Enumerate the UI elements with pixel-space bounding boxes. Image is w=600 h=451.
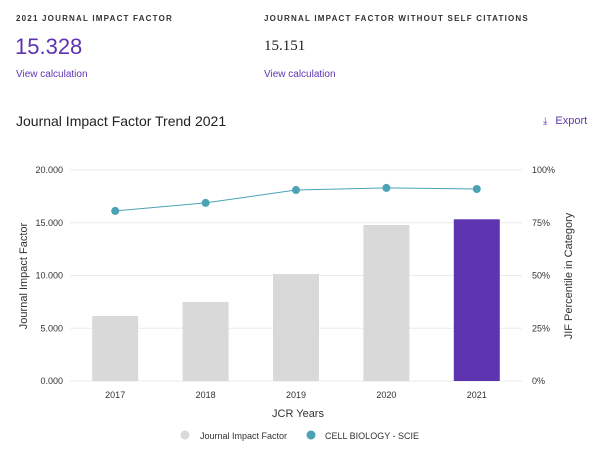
y2-tick-label: 100% — [532, 165, 555, 175]
jif-no-self-value: 15.151 — [264, 38, 306, 54]
bar-2018 — [182, 301, 229, 381]
jif-value: 15.328 — [15, 34, 83, 59]
export-button[interactable]: ⤓ Export — [543, 115, 587, 127]
y2-tick-label: 0% — [532, 376, 545, 386]
x-tick-label: 2018 — [196, 390, 216, 400]
x-tick-label: 2020 — [376, 390, 396, 400]
percentile-point-2021 — [472, 184, 481, 193]
percentile-point-2018 — [201, 198, 210, 207]
legend-bar-marker — [180, 430, 190, 440]
percentile-point-2019 — [292, 186, 300, 195]
legend-line-label: CELL BIOLOGY - SCIE — [325, 431, 419, 441]
y-axis-label: Journal Impact Factor — [18, 222, 30, 329]
x-axis-label: JCR Years — [272, 408, 324, 420]
y-tick-label: 5.000 — [40, 323, 63, 333]
export-label: Export — [555, 115, 588, 127]
y-tick-label: 15.000 — [35, 218, 63, 228]
y-tick-label: 20.000 — [35, 165, 63, 175]
bar-2021 — [453, 219, 500, 381]
section-title: Journal Impact Factor Trend 2021 — [16, 113, 227, 129]
percentile-point-2017 — [111, 206, 120, 215]
jif-label: 2021 JOURNAL IMPACT FACTOR — [16, 14, 174, 23]
view-calculation-link[interactable]: View calculation — [16, 69, 88, 80]
view-calculation-link-2[interactable]: View calculation — [264, 69, 336, 80]
legend-bar-label: Journal Impact Factor — [200, 431, 287, 441]
jif-no-self-label: JOURNAL IMPACT FACTOR WITHOUT SELF CITAT… — [264, 14, 529, 23]
percentile-point-2020 — [382, 183, 391, 192]
y-tick-label: 0.000 — [40, 376, 63, 386]
x-tick-label: 2017 — [105, 390, 125, 400]
bar-2019 — [273, 274, 319, 381]
y2-tick-label: 25% — [532, 323, 550, 333]
y-tick-label: 10.000 — [35, 271, 63, 281]
x-tick-label: 2021 — [467, 390, 487, 400]
y2-axis-label: JIF Percentile in Category — [563, 212, 575, 339]
y2-tick-label: 75% — [532, 218, 550, 228]
bar-2017 — [92, 316, 139, 381]
y2-tick-label: 50% — [532, 271, 550, 281]
bar-2020 — [363, 224, 410, 381]
download-icon: ⤓ — [543, 116, 548, 127]
legend-line-marker — [306, 430, 316, 440]
x-tick-label: 2019 — [286, 390, 306, 400]
